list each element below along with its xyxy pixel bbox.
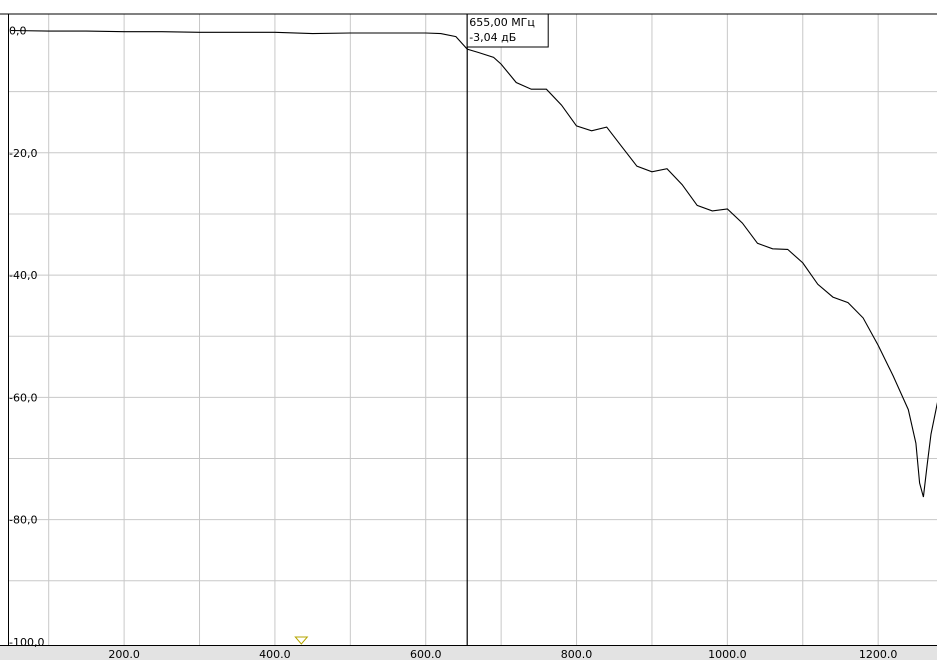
y-tick-labels: 0,0-20,0-40,0-60,0-80,0-100,0 xyxy=(9,25,44,649)
marker-frequency-label: 655,00 МГц xyxy=(469,16,535,29)
x-tick-label: 600.0 xyxy=(410,648,442,660)
y-tick-label: -80,0 xyxy=(9,514,37,527)
y-tick-label: -20,0 xyxy=(9,147,37,160)
x-tick-label: 400.0 xyxy=(259,648,291,660)
y-tick-label: -40,0 xyxy=(9,269,37,282)
series-line xyxy=(10,29,937,498)
y-tick-label: -60,0 xyxy=(9,391,37,404)
y-tick-label: -100,0 xyxy=(9,636,44,649)
vertical-gridlines xyxy=(48,14,879,645)
x-tick-labels: 200.0 400.0 600.0 800.0 1000.0 1200.0 xyxy=(108,648,897,660)
reference-marker-icon[interactable] xyxy=(294,636,309,645)
x-tick-label: 1000.0 xyxy=(708,648,747,660)
x-axis-band xyxy=(0,645,937,660)
horizontal-gridlines xyxy=(8,91,937,582)
x-tick-label: 800.0 xyxy=(561,648,593,660)
x-tick-label: 1200.0 xyxy=(859,648,898,660)
x-tick-label: 200.0 xyxy=(108,648,140,660)
marker-readout: 655,00 МГц -3,04 дБ xyxy=(466,13,549,48)
marker-value-label: -3,04 дБ xyxy=(469,31,516,44)
marker-readout-box xyxy=(466,13,549,48)
